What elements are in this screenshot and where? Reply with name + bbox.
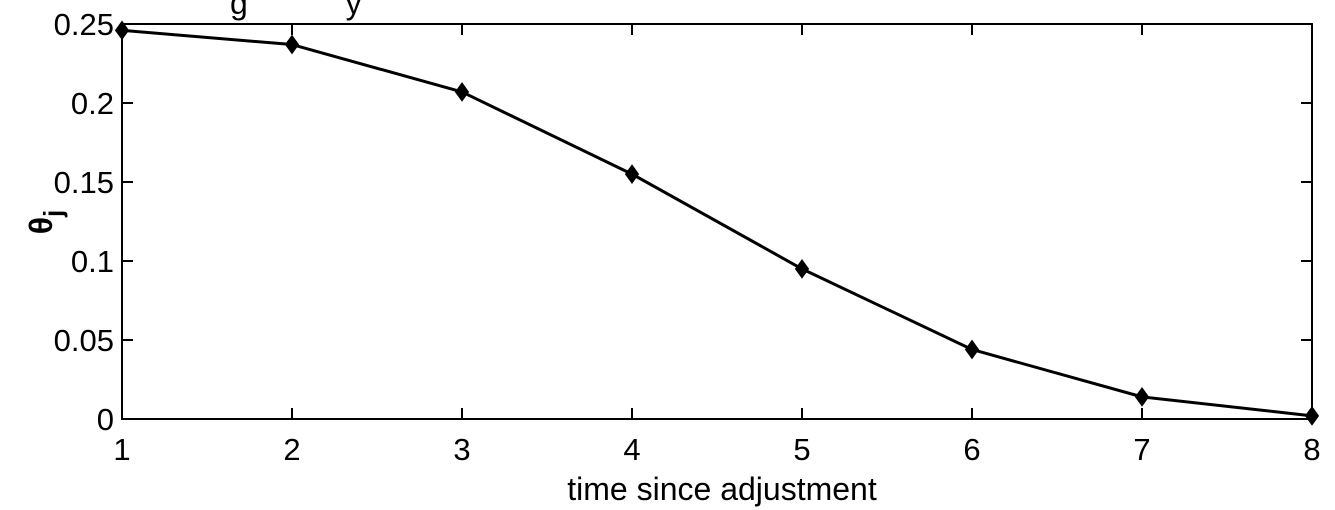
x-tick-label: 5 (793, 432, 810, 467)
y-tick-label: 0 (97, 402, 114, 437)
data-point-marker (1304, 405, 1320, 426)
data-point-marker (1134, 387, 1150, 407)
x-tick-label: 8 (1303, 432, 1320, 467)
x-axis-label: time since adjustment (567, 471, 877, 507)
data-point-marker (794, 259, 810, 279)
y-tick-label: 0.05 (54, 323, 114, 358)
x-tick-label: 6 (963, 432, 980, 467)
y-axis-label-subscript: j (38, 210, 68, 218)
data-point-marker (624, 164, 640, 184)
data-point-marker (454, 82, 470, 102)
y-tick-label: 0.15 (54, 165, 114, 200)
chart-title: g y (230, 0, 362, 21)
y-axis-ticks: 0 0.05 0.1 0.15 0.2 0.25 (54, 7, 1312, 437)
series-line (121, 28, 1313, 418)
x-axis-ticks: 1 2 3 4 5 6 7 8 (113, 24, 1321, 467)
x-tick-label: 7 (1133, 432, 1150, 467)
data-point-marker (114, 20, 130, 41)
x-tick-label: 4 (623, 432, 640, 467)
x-tick-label: 1 (113, 432, 130, 467)
x-tick-label: 3 (453, 432, 470, 467)
svg-text:θj: θj (23, 210, 68, 235)
y-axis-label-main: θ (23, 217, 59, 234)
y-axis-label: θj (23, 210, 68, 235)
series-layer (114, 20, 1320, 426)
data-point-marker (284, 34, 300, 55)
y-tick-label: 0.2 (71, 86, 114, 121)
y-tick-label: 0.1 (71, 244, 114, 279)
x-tick-label: 2 (283, 432, 300, 467)
data-point-marker (964, 339, 980, 360)
y-tick-label: 0.25 (54, 7, 114, 42)
